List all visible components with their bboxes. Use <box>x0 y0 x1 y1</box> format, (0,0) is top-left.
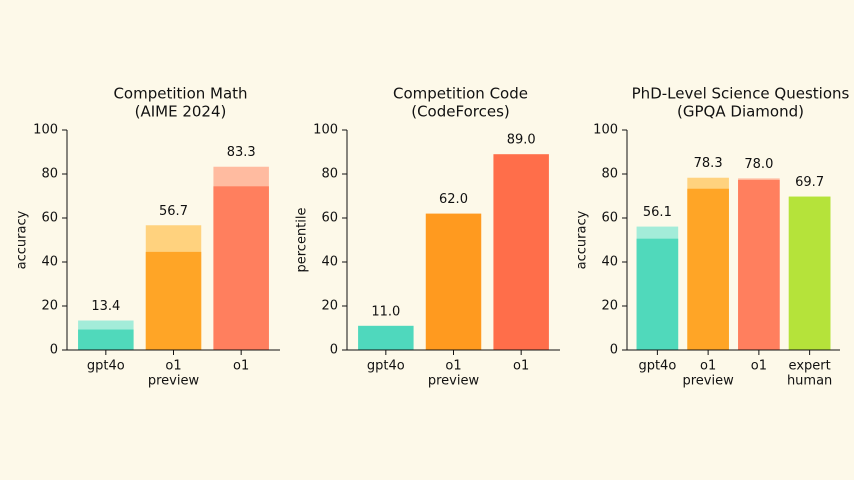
value-label: 13.4 <box>91 299 120 314</box>
value-label: 69.7 <box>795 175 824 190</box>
chart-title: PhD-Level Science Questions <box>632 85 850 103</box>
y-tick-label: 100 <box>593 123 618 138</box>
value-label: 78.3 <box>694 156 723 171</box>
x-tick-label: gpt4o <box>638 359 676 374</box>
value-label: 83.3 <box>227 145 256 160</box>
x-tick-label: o1 <box>445 359 461 374</box>
bar <box>358 325 414 350</box>
x-tick-label: o1 <box>513 359 529 374</box>
chart-title: Competition Code <box>393 85 528 103</box>
bar <box>636 238 679 350</box>
value-label: 78.0 <box>744 157 773 172</box>
y-axis-label: accuracy <box>15 210 30 269</box>
x-tick-label: o1 <box>700 359 716 374</box>
y-tick-label: 80 <box>601 167 618 182</box>
y-tick-label: 40 <box>41 255 58 270</box>
bar <box>738 179 780 350</box>
chart-subtitle: (AIME 2024) <box>135 103 227 121</box>
value-label: 56.7 <box>159 204 188 219</box>
y-tick-label: 0 <box>330 343 338 358</box>
y-axis-label: accuracy <box>575 210 590 269</box>
y-tick-label: 20 <box>601 299 618 314</box>
bar <box>145 251 202 350</box>
y-tick-label: 20 <box>41 299 58 314</box>
y-tick-label: 80 <box>321 167 338 182</box>
chart-subtitle: (CodeForces) <box>411 103 510 121</box>
bar <box>493 154 549 350</box>
x-tick-label: preview <box>683 374 735 389</box>
x-tick-label: o1 <box>165 359 181 374</box>
y-tick-label: 80 <box>41 167 58 182</box>
x-tick-label: o1 <box>233 359 249 374</box>
value-label: 56.1 <box>643 205 672 220</box>
y-tick-label: 60 <box>601 211 618 226</box>
x-tick-label: human <box>787 374 832 389</box>
y-tick-label: 20 <box>321 299 338 314</box>
x-tick-label: gpt4o <box>367 359 405 374</box>
bar <box>788 196 831 350</box>
y-tick-label: 100 <box>313 123 338 138</box>
y-tick-label: 60 <box>321 211 338 226</box>
bar <box>687 188 729 350</box>
y-tick-label: 40 <box>321 255 338 270</box>
y-tick-label: 100 <box>33 123 58 138</box>
y-tick-label: 40 <box>601 255 618 270</box>
bar <box>78 329 134 350</box>
value-label: 62.0 <box>439 192 468 207</box>
y-axis-label: percentile <box>295 207 310 272</box>
chart-subtitle: (GPQA Diamond) <box>677 103 804 121</box>
bar <box>213 186 269 350</box>
x-tick-label: expert <box>789 359 831 374</box>
y-tick-label: 0 <box>610 343 618 358</box>
chart-title: Competition Math <box>113 85 247 103</box>
x-tick-label: preview <box>428 374 480 389</box>
bar <box>425 213 482 350</box>
x-tick-label: preview <box>148 374 200 389</box>
y-tick-label: 60 <box>41 211 58 226</box>
x-tick-label: o1 <box>751 359 767 374</box>
value-label: 89.0 <box>507 133 536 148</box>
x-tick-label: gpt4o <box>87 359 125 374</box>
y-tick-label: 0 <box>50 343 58 358</box>
value-label: 11.0 <box>371 304 400 319</box>
